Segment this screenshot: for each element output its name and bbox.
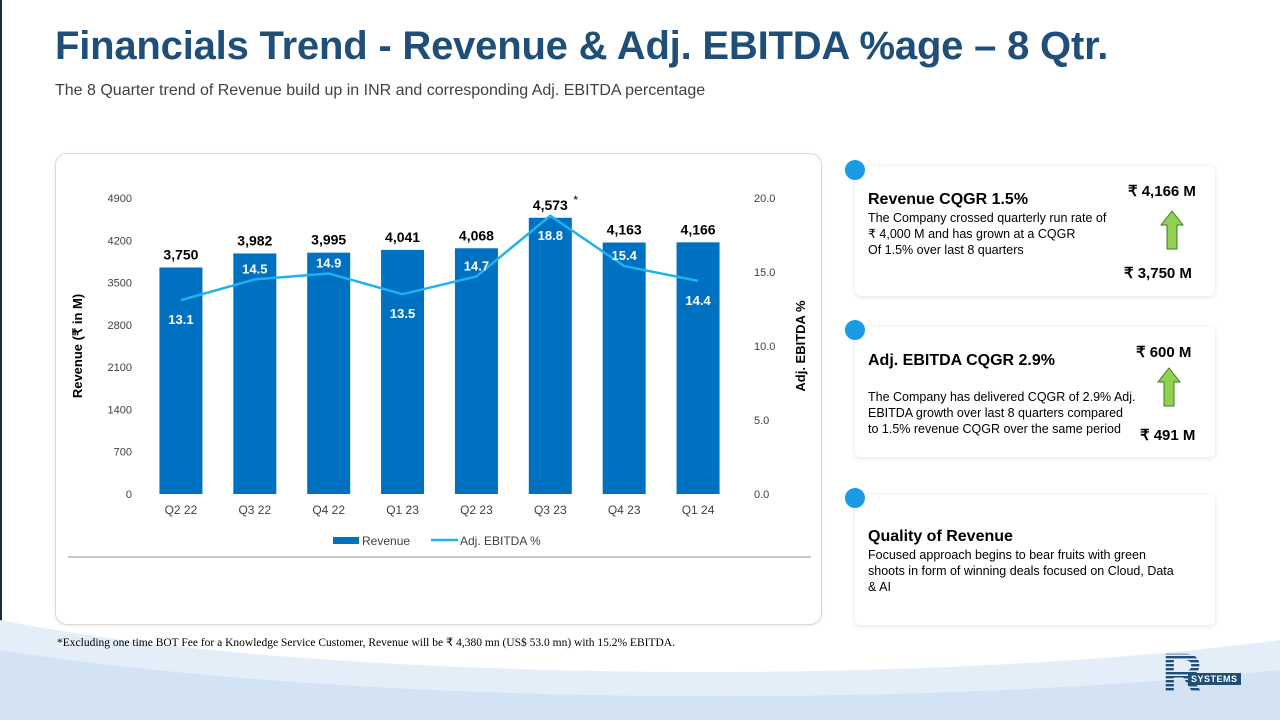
company-logo: R [1162,644,1202,694]
page-subtitle: The 8 Quarter trend of Revenue build up … [55,82,706,99]
ebitda-data-label: 13.1 [168,312,193,327]
y-axis-tick-label: 2100 [108,362,132,374]
kpi-description-line: & AI [868,580,891,594]
ebitda-data-label: 18.8 [538,228,563,243]
y-axis-tick-label: 0 [126,489,132,501]
logo-letter: R [1162,644,1202,694]
logo-wordmark: SYSTEMS [1188,673,1241,685]
up-arrow-icon [1157,367,1181,407]
revenue-data-label: 4,041 [385,229,420,245]
kpi-description-line: to 1.5% revenue CQGR over the same perio… [868,422,1121,436]
x-axis-tick-label: Q4 22 [312,503,345,517]
y-axis-tick-label: 2800 [108,320,132,332]
background-wave [0,620,1280,720]
x-axis-tick-label: Q2 22 [165,503,198,517]
kpi-top-value: ₹ 4,166 M [1128,183,1196,200]
revenue-data-label: 3,982 [237,232,272,248]
y2-axis-tick-label: 10.0 [754,341,775,353]
ebitda-data-label: 14.9 [316,255,341,270]
revenue-bar [381,249,425,494]
y2-axis-tick-label: 20.0 [754,193,775,205]
revenue-bar [676,242,720,494]
revenue-bar [528,217,572,494]
x-axis-tick-label: Q3 23 [534,503,567,517]
ebitda-data-label: 13.5 [390,306,415,321]
kpi-card-ebitda: Adj. EBITDA CQGR 2.9% The Company has de… [855,327,1215,457]
kpi-bottom-value: ₹ 3,750 M [1124,265,1192,282]
revenue-bar [454,248,498,494]
revenue-data-label: 3,995 [311,232,346,248]
kpi-description-line: The Company has delivered CQGR of 2.9% A… [868,390,1136,404]
kpi-title: Quality of Revenue [868,528,1013,545]
kpi-top-value: ₹ 600 M [1136,344,1192,361]
kpi-description-line: Of 1.5% over last 8 quarters [868,243,1024,257]
y-axis-tick-label: 3500 [108,278,132,290]
ebitda-data-label: 15.4 [612,248,638,263]
kpi-bullet-dot [845,320,865,340]
kpi-title: Revenue CQGR 1.5% [868,191,1029,208]
revenue-data-label: 4,573 [533,197,568,213]
legend-revenue-swatch [333,537,359,544]
chart-card: 0 700 1400 2100 2800 3500 4200 4900 0.0 5.0 10.0 15… [55,153,822,625]
slide-left-edge [0,0,2,720]
x-axis-tick-label: Q4 23 [608,503,641,517]
y-axis-tick-label: 700 [114,447,132,459]
y-axis-tick-label: 4900 [108,193,132,205]
revenue-data-label: 3,750 [163,246,198,262]
kpi-bottom-value: ₹ 491 M [1140,427,1196,444]
ebitda-line [180,214,699,302]
kpi-description-line: shoots in form of winning deals focused … [868,564,1174,578]
y2-axis-tick-label: 5.0 [754,415,769,427]
x-axis-tick-label: Q1 23 [386,503,419,517]
kpi-description: Focused approach begins to bear fruits w… [868,547,1174,595]
y2-axis-tick-label: 0.0 [754,489,769,501]
y2-axis-tick-label: 15.0 [754,267,775,279]
revenue-data-label: 4,068 [459,227,494,243]
revenue-bar [159,267,203,494]
ebitda-data-label: 14.5 [242,261,267,276]
kpi-description: The Company crossed quarterly run rate o… [868,210,1106,258]
kpi-card-quality: Quality of Revenue Focused approach begi… [855,495,1215,625]
y-axis-title: Revenue (₹ in M) [70,294,85,398]
x-axis-tick-label: Q1 24 [682,503,715,517]
up-arrow-icon [1160,210,1184,250]
revenue-bar [602,242,646,494]
kpi-description: The Company has delivered CQGR of 2.9% A… [868,389,1136,437]
legend-revenue-label: Revenue [362,534,410,548]
ebitda-data-label: 14.4 [685,293,711,308]
kpi-description-line: ₹ 4,000 M and has grown at a CQGR [868,227,1076,241]
kpi-description-line: Focused approach begins to bear fruits w… [868,548,1146,562]
y-axis-tick-label: 1400 [108,404,132,416]
y2-axis-title: Adj. EBITDA % [793,300,808,392]
footnote: *Excluding one time BOT Fee for a Knowle… [57,637,675,649]
revenue-bar [233,253,277,494]
x-axis-tick-label: Q2 23 [460,503,493,517]
kpi-description-line: EBITDA growth over last 8 quarters compa… [868,406,1123,420]
revenue-ebitda-chart: 0 700 1400 2100 2800 3500 4200 4900 0.0 5.0 10.0 15… [68,193,811,558]
kpi-title: Adj. EBITDA CQGR 2.9% [868,352,1055,369]
page-title: Financials Trend - Revenue & Adj. EBITDA… [55,24,1109,68]
annotation-asterisk: * [573,193,578,207]
kpi-bullet-dot [845,160,865,180]
revenue-data-label: 4,163 [607,222,642,238]
y-axis-tick-label: 4200 [108,235,132,247]
ebitda-data-label: 14.7 [464,258,489,273]
kpi-description-line: The Company crossed quarterly run rate o… [868,211,1107,225]
revenue-data-label: 4,166 [681,221,716,237]
kpi-card-revenue: Revenue CQGR 1.5% The Company crossed qu… [855,166,1215,296]
kpi-bullet-dot [845,488,865,508]
revenue-bar [307,252,351,494]
x-axis-tick-label: Q3 22 [238,503,271,517]
legend-ebitda-label: Adj. EBITDA % [460,534,541,548]
